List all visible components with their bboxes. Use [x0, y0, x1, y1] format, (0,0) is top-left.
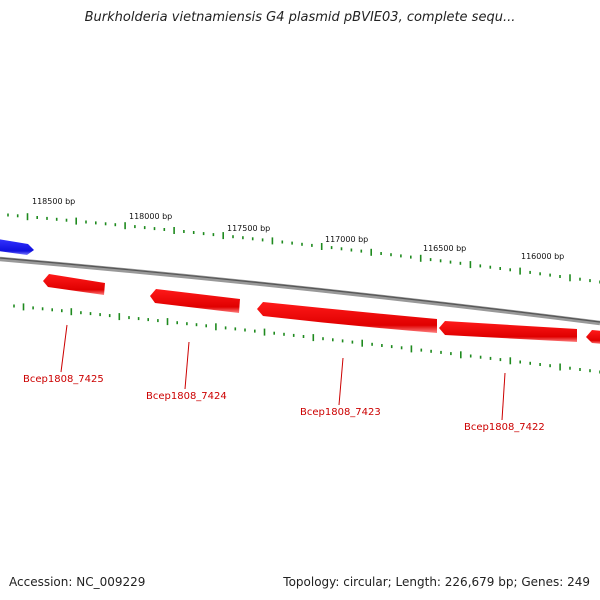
scale-label: 117000 bp [325, 235, 368, 244]
scale-label: 117500 bp [227, 224, 270, 233]
gene-arrow[interactable] [150, 289, 240, 313]
scale-label: 118000 bp [129, 212, 172, 221]
gene-arrow-partial[interactable] [586, 330, 600, 344]
gene-label[interactable]: Bcep1808_7423 [300, 407, 381, 418]
gene-leader-line [501, 372, 506, 421]
map-title: Burkholderia vietnamiensis G4 plasmid pB… [84, 10, 516, 25]
gene-label[interactable]: Bcep1808_7424 [146, 391, 227, 402]
gene-arrow[interactable] [257, 302, 437, 333]
plasmid-backbone-highlight [0, 257, 600, 323]
accession-text: Accession: NC_009229 [9, 575, 146, 589]
gene-label[interactable]: Bcep1808_7425 [23, 374, 104, 385]
scale-label: 116500 bp [423, 244, 466, 253]
gene-leader-line [338, 357, 344, 406]
inner-scale-ticks [13, 303, 600, 374]
forward-gene-arrow[interactable] [0, 239, 34, 255]
topology-summary-text: Topology: circular; Length: 226,679 bp; … [283, 575, 590, 589]
plasmid-backbone [0, 256, 600, 326]
gene-leader-line [184, 341, 190, 390]
gene-leader-line [60, 324, 68, 373]
gene-label[interactable]: Bcep1808_7422 [464, 422, 545, 433]
gene-arrow[interactable] [43, 274, 105, 295]
outer-scale-ticks [7, 213, 600, 284]
gene-arrow[interactable] [439, 321, 577, 342]
scale-label: 116000 bp [521, 252, 564, 261]
scale-label: 118500 bp [32, 197, 75, 206]
